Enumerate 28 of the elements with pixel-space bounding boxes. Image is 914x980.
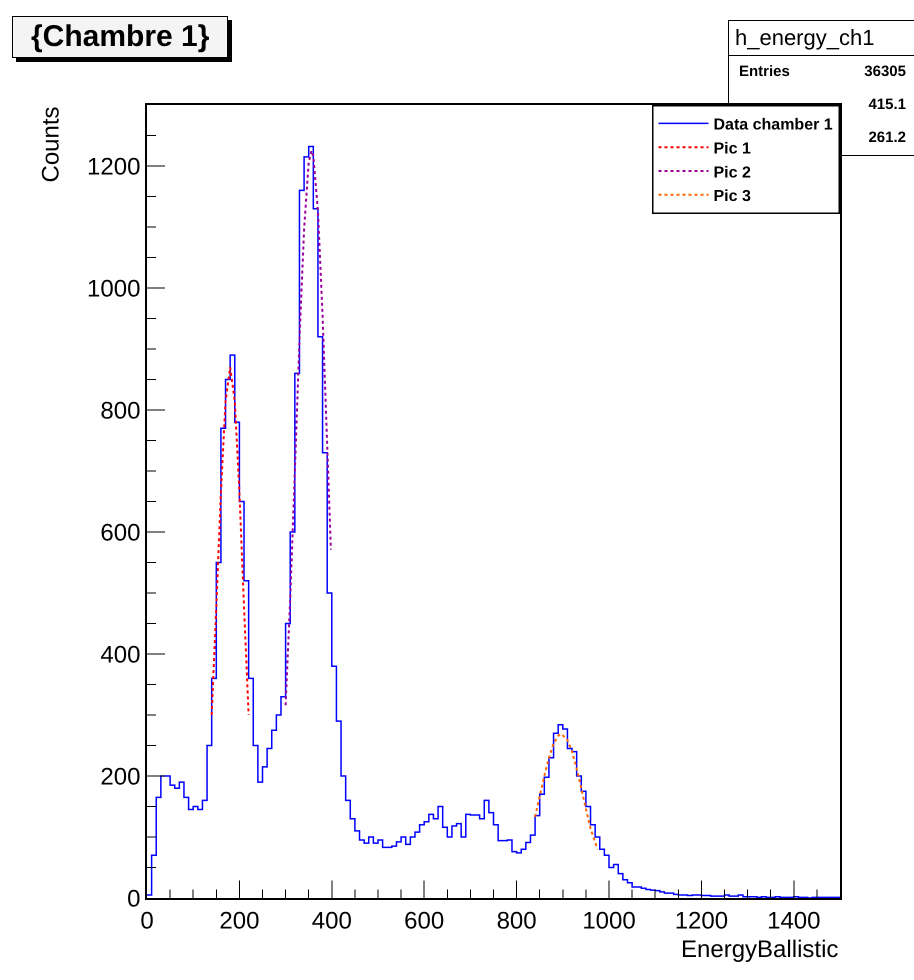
text: 415.1 <box>868 96 906 113</box>
x-tick-label: 600 <box>404 908 444 935</box>
legend-label: Data chamber 1 <box>714 116 833 134</box>
y-tick-label: 200 <box>100 763 140 790</box>
y-tick-label: 400 <box>100 641 140 668</box>
x-tick-label: 400 <box>312 908 352 935</box>
text: h_energy_ch1 <box>729 21 914 56</box>
y-tick-label: 600 <box>100 519 140 546</box>
line-series <box>284 150 332 706</box>
x-tick-label: 200 <box>219 908 260 935</box>
line-series <box>534 732 598 850</box>
y-tick-label: 800 <box>100 397 140 424</box>
text: Entries 36305 <box>739 63 906 80</box>
x-tick-label: 1200 <box>674 908 728 935</box>
y-tick-label: 0 <box>127 885 140 912</box>
chart-title: {Chambre 1} <box>12 16 228 58</box>
y-axis-title: Counts <box>38 106 64 182</box>
y-tick-label: 1200 <box>87 153 140 180</box>
x-tick-label: 800 <box>496 908 537 935</box>
x-axis-title: EnergyBallistic <box>681 936 838 963</box>
x-tick-label: 1400 <box>767 908 820 935</box>
legend-label: Pic 2 <box>714 164 751 182</box>
text: 261.2 <box>868 129 906 146</box>
x-tick-label: 1000 <box>582 908 636 935</box>
y-tick-label: 1000 <box>87 275 140 302</box>
legend-label: Pic 1 <box>714 140 751 158</box>
line-series <box>210 366 250 716</box>
legend-label: Pic 3 <box>714 188 751 206</box>
